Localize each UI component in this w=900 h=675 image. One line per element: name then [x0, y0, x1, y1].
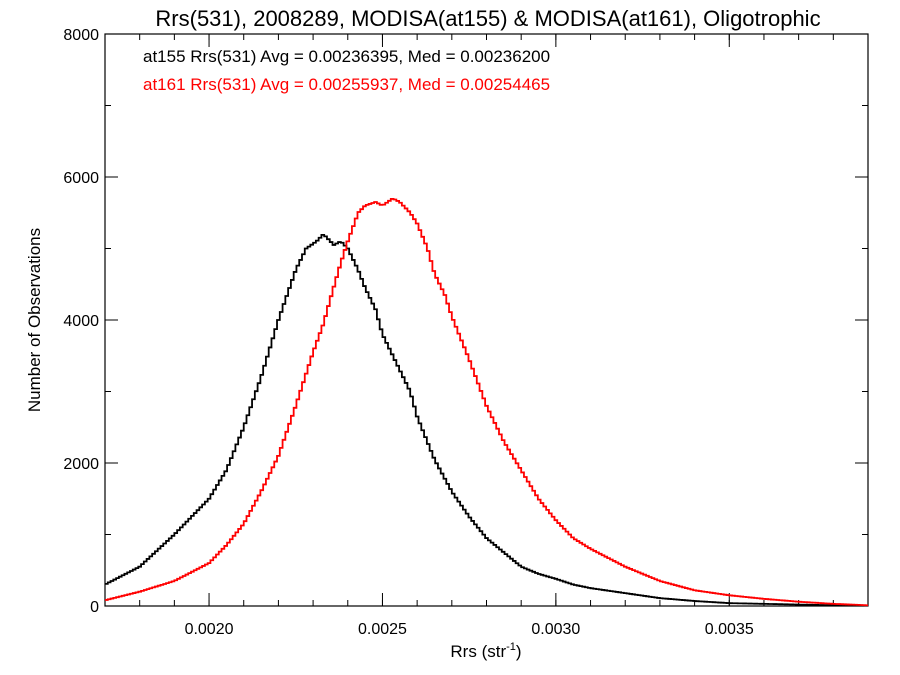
- x-axis-label-superscript: -1: [506, 641, 516, 653]
- legend: at155 Rrs(531) Avg = 0.00236395, Med = 0…: [143, 47, 550, 94]
- x-tick-label: 0.0030: [531, 621, 580, 638]
- series-layer: [105, 198, 868, 607]
- x-tick-label: 0.0025: [358, 621, 407, 638]
- plot-frame: [104, 33, 869, 607]
- legend-entry-at155: at155 Rrs(531) Avg = 0.00236395, Med = 0…: [143, 47, 550, 66]
- legend-entry-at161: at161 Rrs(531) Avg = 0.00255937, Med = 0…: [143, 75, 550, 94]
- x-axis-tick-labels: 0.0020 0.0025 0.0030 0.0035: [185, 621, 754, 638]
- y-tick-label: 2000: [63, 456, 99, 473]
- series-line-at161: [105, 198, 868, 607]
- y-axis-ticks: [105, 33, 868, 607]
- x-axis-label: Rrs (str-1): [450, 641, 521, 661]
- y-axis-tick-labels: 0 2000 4000 6000 8000: [63, 27, 99, 616]
- series-line-at155: [105, 234, 868, 607]
- y-tick-label: 6000: [63, 170, 99, 187]
- y-axis-label: Number of Observations: [25, 228, 44, 412]
- y-tick-label: 0: [90, 599, 99, 616]
- chart-title: Rrs(531), 2008289, MODISA(at155) & MODIS…: [155, 6, 820, 31]
- y-tick-label: 4000: [63, 313, 99, 330]
- x-axis-label-main: Rrs (str: [450, 642, 506, 661]
- x-tick-label: 0.0035: [705, 621, 754, 638]
- y-tick-label: 8000: [63, 27, 99, 44]
- x-tick-label: 0.0020: [185, 621, 234, 638]
- x-axis-label-close: ): [516, 642, 522, 661]
- x-axis-ticks: [104, 34, 869, 606]
